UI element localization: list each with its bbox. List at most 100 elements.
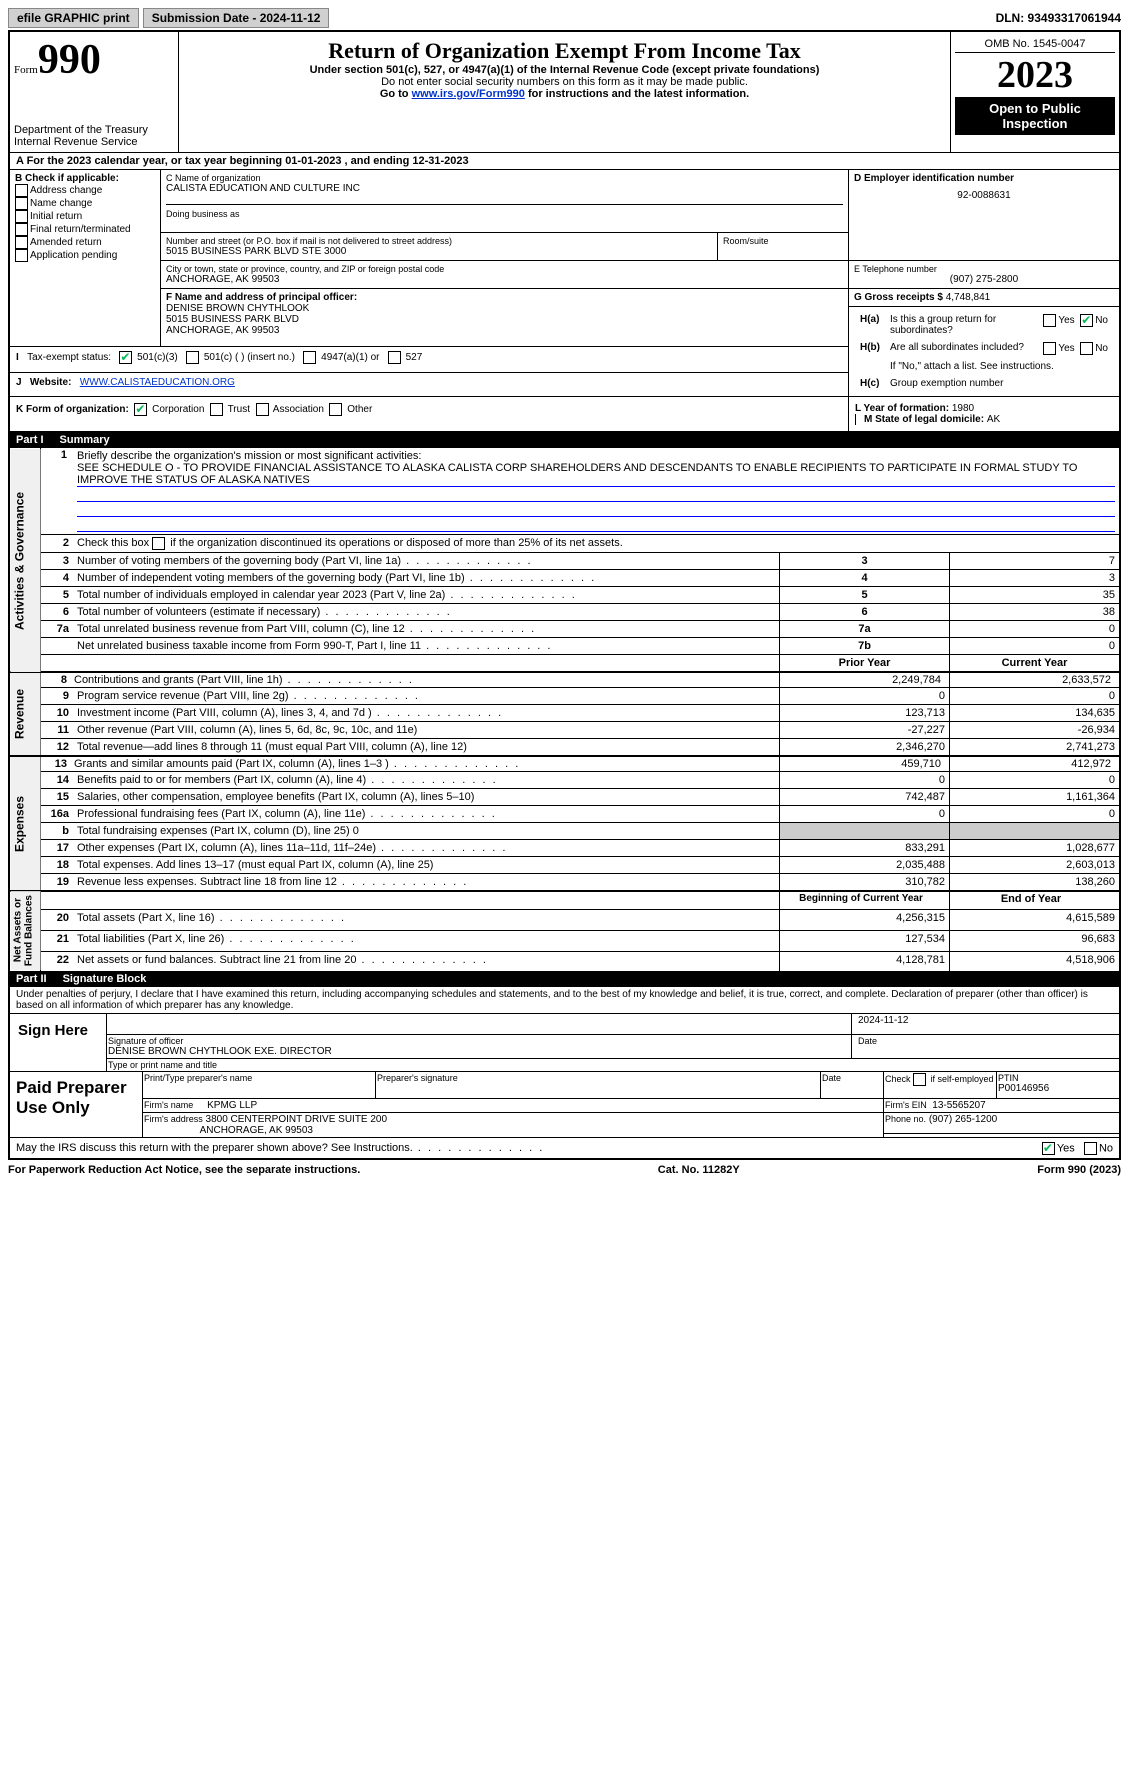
box-f-label: F Name and address of principal officer: xyxy=(166,292,843,303)
ptin-label: PTIN xyxy=(998,1073,1118,1083)
l9-text: Program service revenue (Part VIII, line… xyxy=(73,688,780,705)
l12-prior: 2,346,270 xyxy=(780,739,950,757)
name-change-label: Name change xyxy=(30,198,92,209)
initial-return-label: Initial return xyxy=(30,211,82,222)
h-b-note: If "No," attach a list. See instructions… xyxy=(885,358,1113,375)
firm-addr-label: Firm's address xyxy=(144,1114,203,1124)
l15-curr: 1,161,364 xyxy=(950,789,1120,806)
l2-checkbox[interactable] xyxy=(152,537,165,550)
box-e-label: E Telephone number xyxy=(854,264,1114,274)
name-change-checkbox[interactable] xyxy=(15,197,28,210)
l3-text: Number of voting members of the governin… xyxy=(73,553,780,570)
ha-yes-checkbox[interactable] xyxy=(1043,314,1056,327)
discuss-label: May the IRS discuss this return with the… xyxy=(16,1142,544,1154)
vlabel-governance: Activities & Governance xyxy=(10,448,41,672)
l9-prior: 0 xyxy=(780,688,950,705)
l21-text: Total liabilities (Part X, line 26) xyxy=(73,930,780,951)
hb-yes-checkbox[interactable] xyxy=(1043,342,1056,355)
l19-prior: 310,782 xyxy=(780,874,950,892)
efile-print-button[interactable]: efile GRAPHIC print xyxy=(8,8,139,28)
l16a-prior: 0 xyxy=(780,806,950,823)
sig-date-label: Date xyxy=(858,1036,1118,1046)
l8-curr: 2,633,572 xyxy=(950,672,1120,688)
prep-name-label: Print/Type preparer's name xyxy=(144,1073,374,1083)
l10-text: Investment income (Part VIII, column (A)… xyxy=(73,705,780,722)
type-print-label: Type or print name and title xyxy=(107,1059,1120,1072)
irs-link[interactable]: www.irs.gov/Form990 xyxy=(412,88,525,100)
city-value: ANCHORAGE, AK 99503 xyxy=(166,274,843,285)
h-a-label: Is this a group return for subordinates? xyxy=(885,311,1038,339)
trust-checkbox[interactable] xyxy=(210,403,223,416)
top-toolbar: efile GRAPHIC print Submission Date - 20… xyxy=(8,8,1121,28)
phone-value: (907) 275-2800 xyxy=(854,274,1114,285)
paperwork-notice: For Paperwork Reduction Act Notice, see … xyxy=(8,1164,360,1176)
l15-prior: 742,487 xyxy=(780,789,950,806)
omb-number: OMB No. 1545-0047 xyxy=(955,36,1115,53)
l11-curr: -26,934 xyxy=(950,722,1120,739)
addr-label: Number and street (or P.O. box if mail i… xyxy=(166,236,712,246)
discuss-no-checkbox[interactable] xyxy=(1084,1142,1097,1155)
l13-text: Grants and similar amounts paid (Part IX… xyxy=(73,756,780,772)
initial-return-checkbox[interactable] xyxy=(15,210,28,223)
box-g-label: G Gross receipts $ xyxy=(854,292,946,303)
l2-text: Check this box if the organization disco… xyxy=(77,537,623,549)
app-pending-checkbox[interactable] xyxy=(15,249,28,262)
paid-preparer-label: Paid Preparer Use Only xyxy=(10,1072,143,1138)
other-checkbox[interactable] xyxy=(329,403,342,416)
website-link[interactable]: WWW.CALISTAEDUCATION.ORG xyxy=(80,377,235,388)
submission-date-button[interactable]: Submission Date - 2024-11-12 xyxy=(143,8,330,28)
addr-change-checkbox[interactable] xyxy=(15,184,28,197)
l21-curr: 96,683 xyxy=(950,930,1120,951)
amended-checkbox[interactable] xyxy=(15,236,28,249)
501c-checkbox[interactable] xyxy=(186,351,199,364)
ha-no-checkbox[interactable] xyxy=(1080,314,1093,327)
l14-curr: 0 xyxy=(950,772,1120,789)
l11-text: Other revenue (Part VIII, column (A), li… xyxy=(73,722,780,739)
hb-no-checkbox[interactable] xyxy=(1080,342,1093,355)
self-emp-checkbox[interactable] xyxy=(913,1073,926,1086)
corp-checkbox[interactable] xyxy=(134,403,147,416)
l21-prior: 127,534 xyxy=(780,930,950,951)
firm-addr1: 3800 CENTERPOINT DRIVE SUITE 200 xyxy=(206,1114,388,1125)
final-return-checkbox[interactable] xyxy=(15,223,28,236)
l20-text: Total assets (Part X, line 16) xyxy=(73,910,780,931)
l8-prior: 2,249,784 xyxy=(780,672,950,688)
officer-sig-name: DENISE BROWN CHYTHLOOK EXE. DIRECTOR xyxy=(108,1046,850,1057)
l18-text: Total expenses. Add lines 13–17 (must eq… xyxy=(73,857,780,874)
perjury-declaration: Under penalties of perjury, I declare th… xyxy=(10,987,1119,1013)
l22-prior: 4,128,781 xyxy=(780,951,950,971)
ein-value: 92-0088631 xyxy=(854,184,1114,207)
l16b-text: Total fundraising expenses (Part IX, col… xyxy=(73,823,780,840)
dln-label: DLN: 93493317061944 xyxy=(996,11,1121,25)
tax-year: 2023 xyxy=(955,53,1115,97)
h-b-label: Are all subordinates included? xyxy=(885,339,1038,358)
l10-curr: 134,635 xyxy=(950,705,1120,722)
l1-label: Briefly describe the organization's miss… xyxy=(77,450,421,462)
part1-header: Part ISummary xyxy=(10,432,1119,448)
firm-phone-label: Phone no. xyxy=(885,1114,926,1124)
beg-year-hdr: Beginning of Current Year xyxy=(780,891,950,910)
l19-curr: 138,260 xyxy=(950,874,1120,892)
officer-addr2: ANCHORAGE, AK 99503 xyxy=(166,325,843,336)
box-k-label: K Form of organization: xyxy=(16,404,129,415)
501c3-checkbox[interactable] xyxy=(119,351,132,364)
firm-addr2: ANCHORAGE, AK 99503 xyxy=(200,1125,313,1136)
4947-checkbox[interactable] xyxy=(303,351,316,364)
l5-val: 35 xyxy=(950,587,1120,604)
form-number: 990 xyxy=(38,37,101,83)
prep-date-label: Date xyxy=(822,1073,882,1083)
l15-text: Salaries, other compensation, employee b… xyxy=(73,789,780,806)
l3-val: 7 xyxy=(950,553,1120,570)
527-checkbox[interactable] xyxy=(388,351,401,364)
l18-prior: 2,035,488 xyxy=(780,857,950,874)
sig-officer-label: Signature of officer xyxy=(108,1036,850,1046)
year-formation: 1980 xyxy=(952,403,974,414)
l7b-text: Net unrelated business taxable income fr… xyxy=(73,638,780,655)
prior-year-hdr: Prior Year xyxy=(780,655,950,673)
assoc-checkbox[interactable] xyxy=(256,403,269,416)
discuss-yes-checkbox[interactable] xyxy=(1042,1142,1055,1155)
sign-here-label: Sign Here xyxy=(10,1014,107,1072)
l4-val: 3 xyxy=(950,570,1120,587)
vlabel-netassets: Net Assets or Fund Balances xyxy=(10,891,41,971)
l7b-val: 0 xyxy=(950,638,1120,655)
